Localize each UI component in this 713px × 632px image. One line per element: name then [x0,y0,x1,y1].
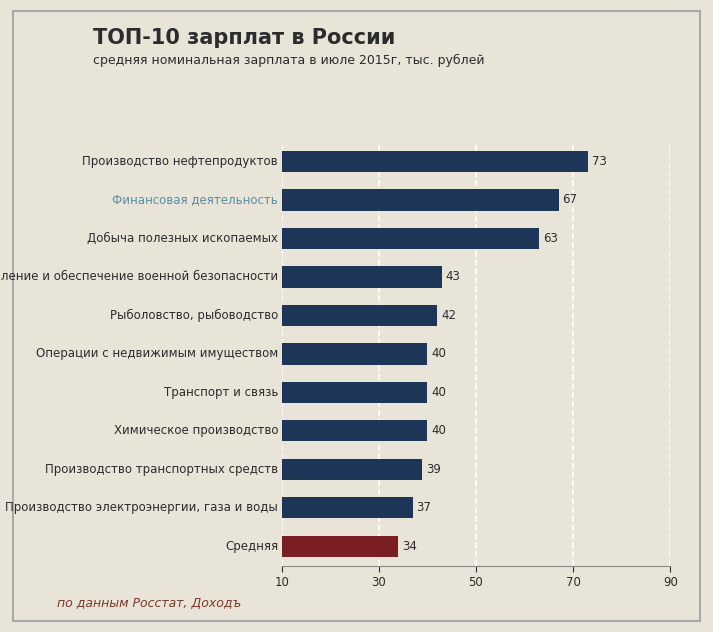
Text: 40: 40 [431,425,446,437]
Text: Добыча полезных ископаемых: Добыча полезных ископаемых [87,232,278,245]
Bar [282,305,437,326]
Text: 43: 43 [446,270,461,283]
Text: средняя номинальная зарплата в июле 2015г, тыс. рублей: средняя номинальная зарплата в июле 2015… [93,54,484,67]
Bar [282,151,588,172]
Text: Производство электроэнергии, газа и воды: Производство электроэнергии, газа и воды [5,501,278,514]
Bar [282,459,423,480]
Text: Транспорт и связь: Транспорт и связь [164,386,278,399]
Text: Производство нефтепродуктов: Производство нефтепродуктов [83,155,278,168]
Text: по данным Росстат, Доходъ: по данным Росстат, Доходъ [57,597,242,611]
Text: 37: 37 [416,501,431,514]
Text: Рыболовство, рыбоводство: Рыболовство, рыбоводство [110,309,278,322]
Bar [282,420,427,442]
Text: Финансовая деятельность: Финансовая деятельность [113,193,278,207]
Text: Операции с недвижимым имуществом: Операции с недвижимым имуществом [36,348,278,360]
Text: Гос управление и обеспечение военной безопасности: Гос управление и обеспечение военной без… [0,270,278,284]
Text: Средняя: Средняя [225,540,278,553]
Text: 39: 39 [426,463,441,476]
Bar [282,497,413,518]
Bar [282,190,558,210]
Text: Производство транспортных средств: Производство транспортных средств [45,463,278,476]
Text: Химическое производство: Химическое производство [113,425,278,437]
Bar [282,266,442,288]
Text: 40: 40 [431,348,446,360]
Text: 34: 34 [402,540,417,553]
Bar [282,228,539,249]
Text: 42: 42 [441,309,456,322]
Bar [282,343,427,365]
Text: 63: 63 [543,232,558,245]
Bar [282,382,427,403]
Bar [282,536,398,557]
Text: ТОП-10 зарплат в России: ТОП-10 зарплат в России [93,28,395,49]
Text: 40: 40 [431,386,446,399]
Text: 67: 67 [563,193,578,207]
Text: 73: 73 [592,155,607,168]
